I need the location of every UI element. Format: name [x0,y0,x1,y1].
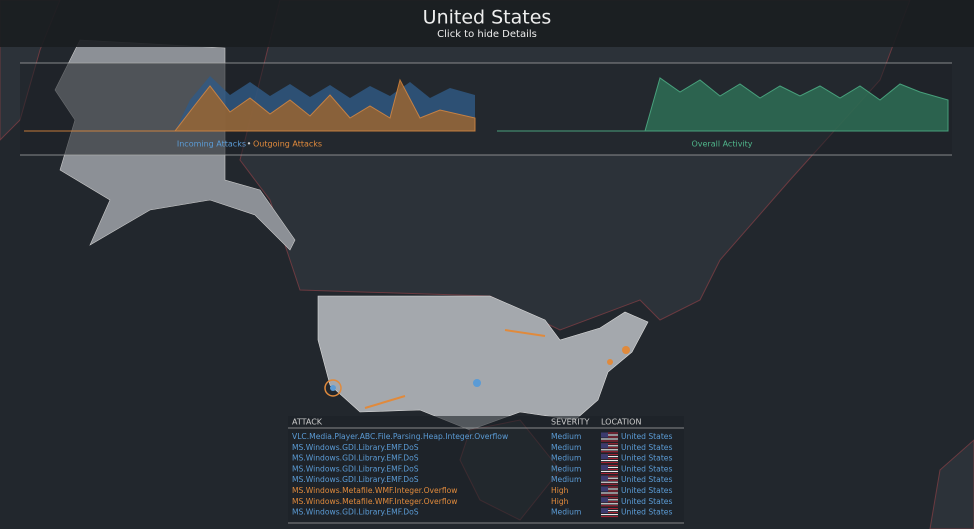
flag-stripe [601,492,618,494]
flag-stripe [601,508,618,510]
flag-stripe [601,468,618,470]
flag-stripe [601,436,618,438]
legend-overall: Overall Activity [691,140,752,149]
severity: Medium [551,475,581,484]
header-bar[interactable] [0,0,974,47]
table-header: SEVERITY [551,418,589,427]
flag-canton [601,464,608,470]
flag-stripe [601,486,618,488]
flag-stripe [601,488,618,490]
overall-area [497,77,949,132]
location: United States [621,486,672,495]
location: United States [621,454,672,463]
flag-stripe [601,475,618,477]
flag-canton [601,454,608,460]
flag-stripe [601,501,618,503]
flag-canton [601,432,608,438]
flag-stripe [601,497,618,499]
outgoing-area [24,78,476,132]
flag-stripe [601,454,618,456]
flag-stripe [601,499,618,501]
flag-stripe [601,460,618,462]
flag-stripe [601,458,618,460]
flag-stripe [601,490,618,492]
severity: Medium [551,432,581,441]
flag-stripe [601,449,618,451]
flag-canton [601,497,608,503]
severity: High [551,486,569,495]
flag-stripe [601,516,618,518]
flag-stripe [601,477,618,479]
legend-outgoing: Outgoing Attacks [253,140,322,149]
table-header: LOCATION [601,418,641,427]
flag-stripe [601,494,618,496]
flag-stripe [601,456,618,458]
flag-stripe [601,445,618,447]
flag-stripe [601,466,618,468]
flag-stripe [601,472,618,474]
attack-name: MS.Windows.GDI.Library.EMF.DoS [292,454,419,463]
attack-name: MS.Windows.GDI.Library.EMF.DoS [292,464,419,473]
attack-markers [324,329,630,409]
attack-name: MS.Windows.Metafile.WMF.Integer.Overflow [292,497,458,506]
location: United States [621,464,672,473]
header-subtitle[interactable]: Click to hide Details [437,29,537,40]
marker [622,346,630,354]
attack-name: MS.Windows.GDI.Library.EMF.DoS [292,443,419,452]
attack-trail [364,395,406,409]
severity: Medium [551,464,581,473]
flag-canton [601,443,608,449]
legend-incoming: Incoming Attacks [177,140,246,149]
flag-stripe [601,503,618,505]
location: United States [621,475,672,484]
flag-canton [601,486,608,492]
flag-stripe [601,440,618,442]
flag-stripe [601,514,618,516]
attack-trail [504,329,546,337]
flag-canton [601,508,608,514]
flag-stripe [601,483,618,485]
attack-name: MS.Windows.GDI.Library.EMF.DoS [292,475,419,484]
location: United States [621,432,672,441]
severity: Medium [551,454,581,463]
flag-stripe [601,470,618,472]
table-header: ATTACK [292,418,323,427]
flag-stripe [601,512,618,514]
location: United States [621,508,672,517]
marker [473,379,481,387]
flag-stripe [601,432,618,434]
marker [330,385,336,391]
flag-canton [601,475,608,481]
flag-stripe [601,443,618,445]
flag-stripe [601,451,618,453]
flag-stripe [601,438,618,440]
flag-stripe [601,481,618,483]
location: United States [621,443,672,452]
flag-stripe [601,447,618,449]
flag-stripe [601,510,618,512]
severity: Medium [551,443,581,452]
flag-stripe [601,479,618,481]
marker [324,379,342,397]
flag-stripe [601,434,618,436]
attack-name: MS.Windows.Metafile.WMF.Integer.Overflow [292,486,458,495]
attack-name: MS.Windows.GDI.Library.EMF.DoS [292,508,419,517]
legend-separator: • [247,140,252,149]
marker [607,359,613,365]
header-title: United States [423,7,552,29]
severity: High [551,497,569,506]
flag-stripe [601,462,618,464]
severity: Medium [551,508,581,517]
flag-stripe [601,505,618,507]
flag-stripe [601,464,618,466]
attack-name: VLC.Media.Player.ABC.File.Parsing.Heap.I… [292,432,508,441]
location: United States [621,497,672,506]
